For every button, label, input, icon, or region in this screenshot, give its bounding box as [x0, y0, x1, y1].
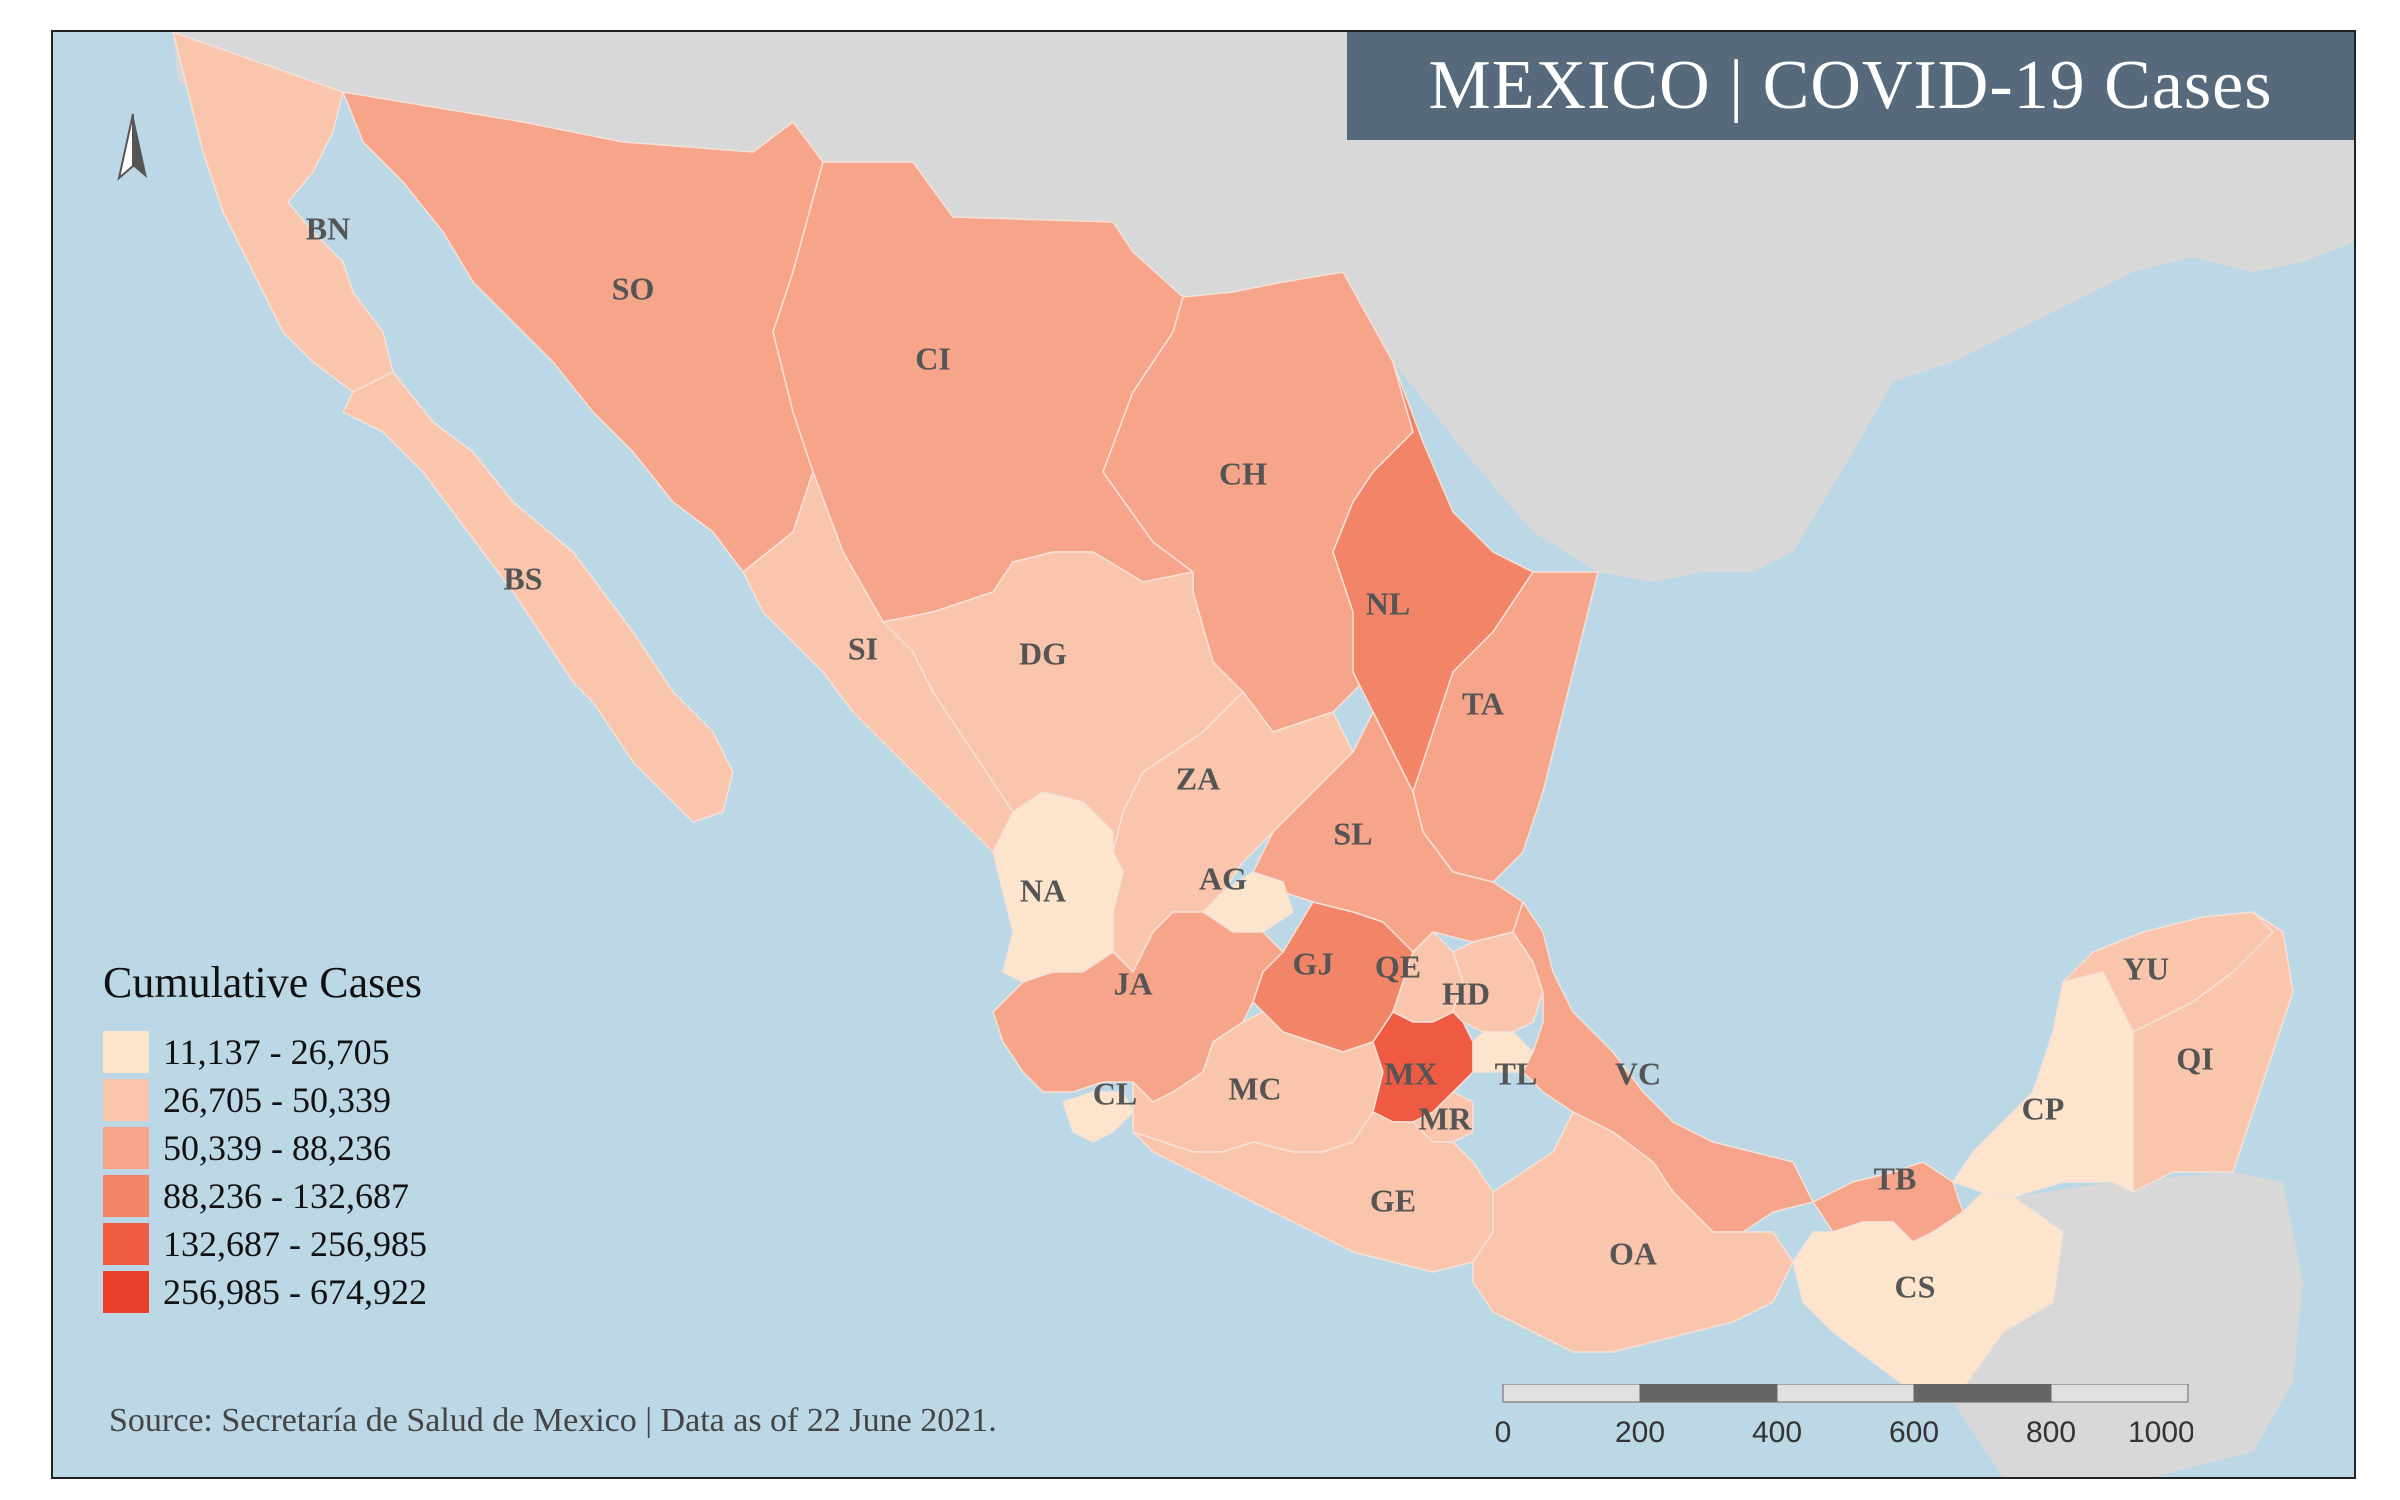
state-HD[interactable] — [1452, 931, 1544, 1033]
legend-item: 132,687 - 256,985 — [103, 1220, 427, 1268]
legend-label: 88,236 - 132,687 — [163, 1176, 409, 1216]
map-frame: BN BS SO CI CH NL TA SI DG ZA SL NA AG J… — [51, 30, 2356, 1479]
state-label-TB: TB — [1874, 1160, 1917, 1196]
state-label-CL: CL — [1093, 1075, 1137, 1111]
legend-label: 256,985 - 674,922 — [163, 1272, 427, 1312]
state-label-OA: OA — [1609, 1235, 1657, 1271]
state-label-HD: HD — [1442, 975, 1490, 1011]
state-label-CP: CP — [2022, 1090, 2065, 1126]
state-QI[interactable] — [2132, 911, 2294, 1193]
source-note: Source: Secretaría de Salud de Mexico | … — [109, 1402, 997, 1439]
state-BS[interactable] — [342, 371, 734, 823]
state-label-BS: BS — [503, 560, 542, 596]
state-OA[interactable] — [1472, 1111, 1794, 1353]
legend-swatch — [103, 1271, 149, 1313]
state-label-DG: DG — [1019, 635, 1067, 671]
state-label-TL: TL — [1495, 1055, 1538, 1091]
map-title: MEXICO | COVID-19 Cases — [1428, 47, 2273, 124]
state-label-SL: SL — [1333, 815, 1372, 851]
legend-swatch — [103, 1079, 149, 1121]
legend-swatch — [103, 1223, 149, 1265]
state-label-JA: JA — [1113, 965, 1152, 1001]
scale-segment — [1776, 1384, 1915, 1403]
state-label-VC: VC — [1615, 1055, 1661, 1091]
state-label-MX: MX — [1384, 1055, 1437, 1091]
scale-tick-label: 600 — [1889, 1416, 1939, 1449]
state-label-MC: MC — [1228, 1070, 1281, 1106]
legend-label: 11,137 - 26,705 — [163, 1032, 390, 1072]
state-label-YU: YU — [2123, 950, 2169, 986]
legend-item: 256,985 - 674,922 — [103, 1268, 427, 1316]
state-label-CI: CI — [915, 340, 951, 376]
state-JA[interactable] — [992, 911, 1284, 1103]
scale-segment — [1502, 1384, 1641, 1403]
title-banner: MEXICO | COVID-19 Cases — [1347, 32, 2354, 140]
state-label-NL: NL — [1366, 585, 1410, 621]
state-label-BN: BN — [306, 210, 350, 246]
state-label-CH: CH — [1219, 455, 1267, 491]
scale-tick-label: 0 — [1495, 1416, 1512, 1449]
scale-segment — [1913, 1384, 2052, 1403]
state-label-QE: QE — [1375, 948, 1421, 984]
legend-swatch — [103, 1031, 149, 1073]
state-label-MR: MR — [1418, 1100, 1472, 1136]
scale-bar: 0 200 400 600 800 1000 km — [1495, 1384, 2193, 1449]
scale-tick-label: 1000 km — [2128, 1416, 2193, 1449]
scale-tick-label: 200 — [1615, 1416, 1665, 1449]
legend-label: 26,705 - 50,339 — [163, 1080, 391, 1120]
scale-segment — [1639, 1384, 1778, 1403]
usa-land — [173, 32, 2354, 582]
state-TL[interactable] — [1472, 1031, 1534, 1073]
state-label-NA: NA — [1020, 872, 1066, 908]
state-CP[interactable] — [1952, 971, 2134, 1198]
legend-title: Cumulative Cases — [103, 958, 422, 1007]
legend-swatch — [103, 1127, 149, 1169]
scale-segment — [2050, 1384, 2189, 1403]
legend-label: 50,339 - 88,236 — [163, 1128, 391, 1168]
state-CH[interactable] — [1102, 271, 1414, 733]
legend-label: 132,687 - 256,985 — [163, 1224, 427, 1264]
state-SO[interactable] — [342, 91, 824, 573]
legend-swatch — [103, 1175, 149, 1217]
state-BN[interactable] — [172, 32, 394, 393]
state-CS[interactable] — [1792, 1191, 2064, 1403]
state-label-ZA: ZA — [1176, 760, 1220, 796]
state-label-CS: CS — [1895, 1268, 1936, 1304]
legend-item: 50,339 - 88,236 — [103, 1124, 427, 1172]
scale-tick-label: 800 — [2026, 1416, 2076, 1449]
state-label-QI: QI — [2176, 1040, 2213, 1076]
state-label-SI: SI — [848, 630, 878, 666]
legend-item: 88,236 - 132,687 — [103, 1172, 427, 1220]
state-GE[interactable] — [1132, 1111, 1494, 1273]
state-label-AG: AG — [1199, 860, 1247, 896]
legend-item: 11,137 - 26,705 — [103, 1028, 427, 1076]
state-CL[interactable] — [1062, 1091, 1134, 1143]
state-label-GJ: GJ — [1293, 945, 1334, 981]
state-label-SO: SO — [612, 270, 655, 306]
scale-tick-label: 400 — [1752, 1416, 1802, 1449]
map-canvas[interactable]: BN BS SO CI CH NL TA SI DG ZA SL NA AG J… — [53, 32, 2354, 1477]
state-label-GE: GE — [1370, 1182, 1416, 1218]
north-arrow-icon — [117, 113, 147, 181]
legend-item: 26,705 - 50,339 — [103, 1076, 427, 1124]
legend: Cumulative Cases 11,137 - 26,705 26,705 … — [103, 957, 427, 1316]
state-label-TA: TA — [1462, 685, 1504, 721]
